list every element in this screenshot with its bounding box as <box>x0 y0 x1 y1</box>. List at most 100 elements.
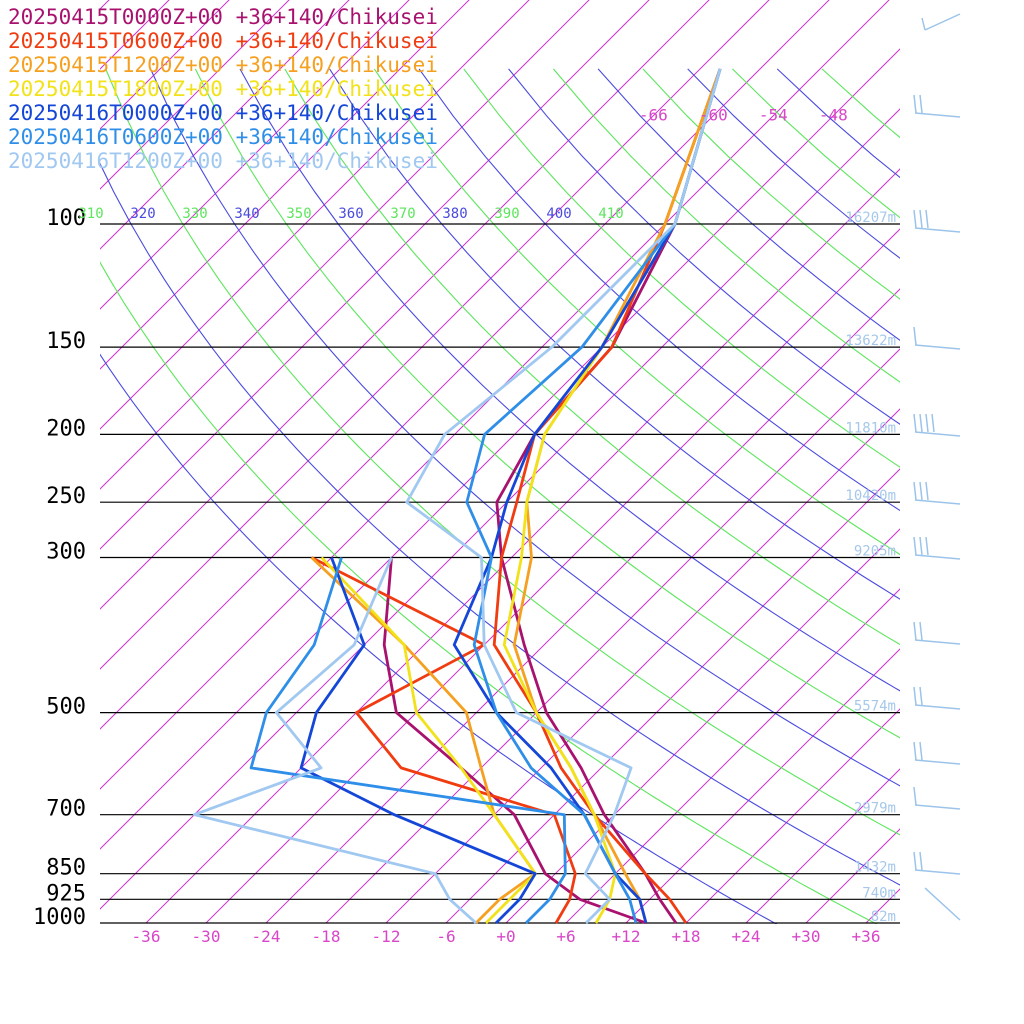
dry-adiabat <box>194 68 900 739</box>
wind-barb <box>921 17 926 31</box>
pressure-label: 100 <box>46 206 86 231</box>
theta-label: 350 <box>286 206 311 222</box>
isotherm-line <box>100 0 410 310</box>
height-label: 11810m <box>845 420 896 436</box>
isotherm-line <box>986 0 1024 923</box>
temperature-trace-7 <box>405 68 722 924</box>
isotherm-line <box>505 528 900 924</box>
height-label: 16207m <box>845 210 896 226</box>
dry-adiabat <box>239 68 900 692</box>
dry-adiabat <box>150 68 900 787</box>
wind-barb <box>913 536 961 560</box>
top-temperature-label: -54 <box>759 106 788 125</box>
isotherm-line <box>805 828 900 924</box>
theta-label: 340 <box>234 206 259 222</box>
isotherm-line <box>685 708 900 924</box>
dry-adiabat <box>642 68 900 300</box>
pressure-label: 200 <box>46 416 86 441</box>
theta-label: 360 <box>338 206 363 222</box>
wind-barb <box>913 94 961 118</box>
isotherm-line <box>100 0 350 250</box>
dry-adiabat <box>100 353 778 924</box>
pressure-label: 700 <box>46 797 86 822</box>
isotherm-line <box>100 0 230 130</box>
dewpoint-trace-7 <box>192 556 477 924</box>
dewpoint-trace-4 <box>320 556 537 924</box>
legend-entry-7: 20250416T1200Z+00 +36+140/Chikusei <box>8 149 438 173</box>
temperature-trace-4 <box>502 68 722 924</box>
wind-barb <box>913 413 961 437</box>
theta-label: 410 <box>598 206 623 222</box>
wind-barb <box>913 209 961 233</box>
height-label: 9205m <box>854 544 896 560</box>
isotherm-line <box>100 0 470 370</box>
isotherm-line <box>926 0 1024 923</box>
wind-barb <box>913 786 961 810</box>
pressure-label: 925 <box>46 881 86 906</box>
legend-entry-3: 20250415T1200Z+00 +36+140/Chikusei <box>8 53 438 77</box>
height-label: 740m <box>862 885 896 901</box>
temperature-tick-label: +30 <box>792 927 821 946</box>
height-label: 5574m <box>854 699 896 715</box>
dry-adiabat <box>100 261 878 924</box>
isobar-lines <box>100 223 900 924</box>
theta-label: 400 <box>546 206 571 222</box>
temperature-tick-label: +6 <box>556 927 575 946</box>
isotherm-line <box>625 648 900 924</box>
top-temperature-label: -60 <box>699 106 728 125</box>
temperature-tick-label: -6 <box>436 927 455 946</box>
dewpoint-trace-6 <box>249 557 567 924</box>
pressure-label: 150 <box>46 329 86 354</box>
pressure-label: 250 <box>46 484 86 509</box>
height-label: 1432m <box>854 860 896 876</box>
wind-barb <box>913 621 961 645</box>
temperature-tick-label: +0 <box>496 927 515 946</box>
wind-barb <box>924 887 961 921</box>
height-label: 13622m <box>845 333 896 349</box>
temperature-tick-label: +24 <box>732 927 761 946</box>
isotherm-line <box>100 0 530 430</box>
pressure-label: 500 <box>46 695 86 720</box>
temperature-trace-6 <box>465 68 722 924</box>
theta-label: 380 <box>442 206 467 222</box>
height-label: 10420m <box>845 488 896 504</box>
dry-adiabat <box>776 68 900 179</box>
temperature-tick-label: -18 <box>312 927 341 946</box>
wind-barb <box>913 741 961 765</box>
theta-label: 370 <box>390 206 415 222</box>
top-temperature-label: -48 <box>819 106 848 125</box>
temperature-tick-label: -36 <box>132 927 161 946</box>
legend-entry-2: 20250415T0600Z+00 +36+140/Chikusei <box>8 29 438 53</box>
legend-entry-1: 20250415T0000Z+00 +36+140/Chikusei <box>8 5 438 29</box>
height-label: 2979m <box>854 801 896 817</box>
theta-label: 330 <box>182 206 207 222</box>
temperature-trace-1 <box>495 68 722 924</box>
isotherm-line <box>445 468 900 924</box>
pressure-label: 1000 <box>33 905 86 930</box>
height-label: 82m <box>871 909 896 925</box>
pressure-label: 300 <box>46 540 86 565</box>
theta-label: 320 <box>130 206 155 222</box>
dry-adiabat <box>597 68 900 341</box>
wind-barb <box>913 851 961 875</box>
isotherm-line <box>100 0 290 190</box>
legend-entry-6: 20250416T0600Z+00 +36+140/Chikusei <box>8 125 438 149</box>
legend: 20250415T0000Z+00 +36+140/Chikusei202504… <box>8 5 438 173</box>
sounding-traces <box>192 68 722 924</box>
dry-adiabat <box>105 68 900 836</box>
dewpoint-trace-3 <box>310 556 537 924</box>
temperature-trace-2 <box>492 68 722 924</box>
dewpoint-trace-5 <box>299 557 537 924</box>
wind-barb <box>913 326 961 350</box>
theta-label: 390 <box>494 206 519 222</box>
temperature-tick-label: -24 <box>252 927 281 946</box>
wind-barb <box>924 13 961 31</box>
wind-barb <box>913 686 961 710</box>
temperature-trace-3 <box>512 68 722 924</box>
legend-entry-5: 20250416T0000Z+00 +36+140/Chikusei <box>8 101 438 125</box>
dry-adiabat <box>100 162 900 886</box>
wind-barbs <box>913 13 961 921</box>
theta-label: 310 <box>78 206 103 222</box>
